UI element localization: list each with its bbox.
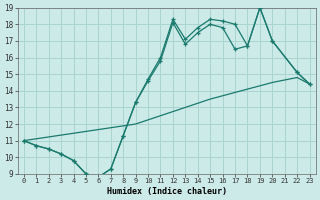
- X-axis label: Humidex (Indice chaleur): Humidex (Indice chaleur): [107, 187, 227, 196]
